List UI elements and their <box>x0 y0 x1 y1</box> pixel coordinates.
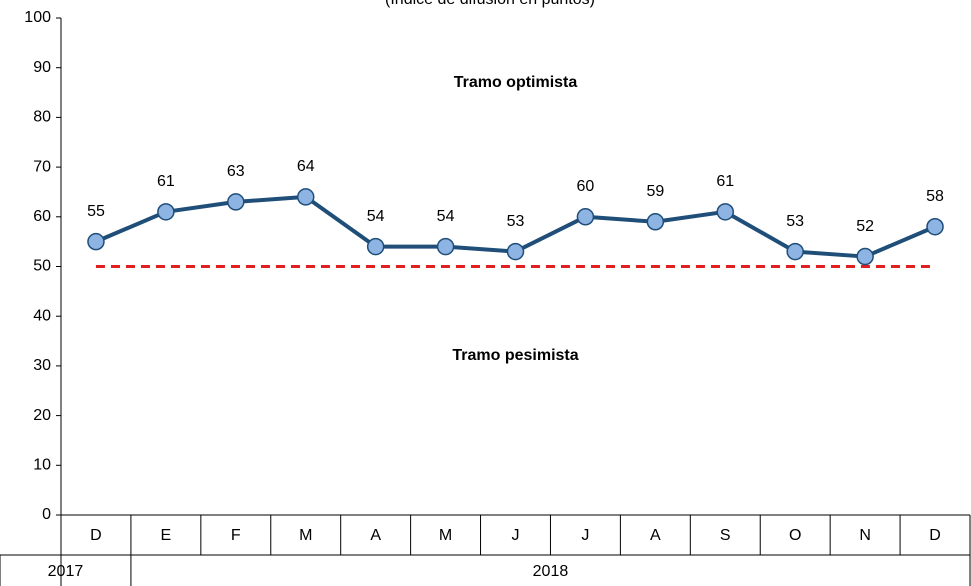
data-point <box>87 232 105 251</box>
x-tick-label: O <box>789 527 801 544</box>
y-tick-label: 70 <box>33 158 51 175</box>
data-point <box>926 217 944 236</box>
data-label: 53 <box>786 213 804 230</box>
y-tick-label: 0 <box>42 506 51 523</box>
data-label: 60 <box>577 178 595 195</box>
data-point <box>856 247 874 266</box>
data-label: 61 <box>716 173 734 190</box>
x-tick-label: E <box>161 527 172 544</box>
y-tick-label: 20 <box>33 407 51 424</box>
chart-subtitle: (Índice de difusión en puntos) <box>385 0 595 8</box>
data-point <box>157 203 175 221</box>
x-tick-label: S <box>720 527 731 544</box>
y-tick-label: 50 <box>33 258 51 275</box>
data-label: 52 <box>856 218 874 235</box>
x-tick-label: A <box>650 527 661 544</box>
x-tick-label: N <box>859 527 871 544</box>
data-point <box>296 188 315 206</box>
data-label: 59 <box>646 183 664 200</box>
data-point <box>786 242 804 261</box>
data-label: 54 <box>437 208 455 225</box>
x-tick-label: F <box>231 527 241 544</box>
data-label: 63 <box>227 163 245 180</box>
x-tick-label: D <box>929 527 941 544</box>
data-label: 58 <box>926 188 944 205</box>
x-tick-label: M <box>299 527 312 544</box>
y-tick-label: 30 <box>33 357 51 374</box>
y-tick-label: 100 <box>24 9 51 26</box>
data-point <box>227 193 245 211</box>
data-label: 53 <box>507 213 525 230</box>
data-point <box>436 237 455 256</box>
x-group-label: 2018 <box>533 563 569 580</box>
x-tick-label: D <box>90 527 102 544</box>
y-tick-label: 60 <box>33 208 51 225</box>
x-tick-label: M <box>439 527 452 544</box>
y-tick-label: 90 <box>33 59 51 76</box>
data-point <box>576 208 595 226</box>
data-point <box>506 242 525 261</box>
data-label: 61 <box>157 173 175 190</box>
x-tick-label: A <box>370 527 381 544</box>
y-tick-label: 10 <box>33 457 51 474</box>
data-point <box>716 203 735 221</box>
x-tick-label: J <box>512 527 520 544</box>
annotation: Tramo optimista <box>454 74 578 91</box>
x-group-label: 2017 <box>48 563 84 580</box>
annotation: Tramo pesimista <box>452 347 578 364</box>
y-tick-label: 80 <box>33 109 51 126</box>
data-label: 54 <box>367 208 385 225</box>
data-point <box>646 213 665 231</box>
data-point <box>366 237 385 256</box>
data-label: 55 <box>87 203 105 220</box>
x-tick-label: J <box>581 527 589 544</box>
data-label: 64 <box>297 158 315 175</box>
y-tick-label: 40 <box>33 307 51 324</box>
